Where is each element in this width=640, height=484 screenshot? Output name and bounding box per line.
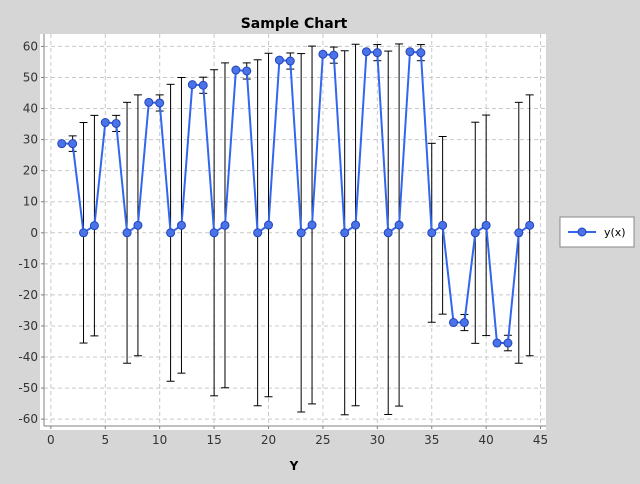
y-tick-label: 20	[23, 164, 38, 178]
data-point	[68, 139, 78, 149]
data-point	[405, 47, 415, 57]
axes: -60 -50 -40 -30 -20 -10 0 10 20 30 40 50 60 0 5 10 15 20 2…	[18, 34, 548, 447]
y-tick-label: 10	[23, 195, 38, 209]
data-point	[449, 318, 459, 328]
data-point	[329, 50, 339, 60]
data-point	[253, 228, 263, 238]
x-tick-label: 5	[101, 433, 109, 447]
data-point	[166, 228, 176, 238]
y-tick-label: 0	[30, 226, 38, 240]
data-point	[198, 80, 208, 90]
x-tick-label: 30	[370, 433, 385, 447]
data-point	[144, 97, 154, 107]
data-point	[361, 47, 371, 57]
data-point	[459, 318, 469, 328]
legend-swatch-marker	[577, 227, 587, 237]
x-tick-label: 15	[206, 433, 221, 447]
data-point	[122, 228, 132, 238]
data-point	[394, 220, 404, 230]
data-point	[209, 228, 219, 238]
data-point	[372, 48, 382, 58]
data-point	[79, 228, 89, 238]
data-point	[155, 98, 165, 108]
data-point	[264, 220, 274, 230]
legend: y(x)	[559, 216, 635, 248]
data-point	[514, 228, 524, 238]
data-point	[133, 220, 143, 230]
y-tick-label: -60	[18, 412, 38, 426]
y-tick-label: -10	[18, 257, 38, 271]
x-tick-label: 35	[424, 433, 439, 447]
data-point	[470, 228, 480, 238]
y-tick-label: 60	[23, 39, 38, 53]
data-point	[187, 80, 197, 90]
x-tick-label: 20	[261, 433, 276, 447]
data-point	[242, 66, 252, 76]
data-point	[503, 338, 513, 348]
data-point	[220, 220, 230, 230]
data-point	[318, 49, 328, 59]
x-axis-label: Y	[289, 459, 299, 473]
legend-label: y(x)	[604, 226, 626, 239]
data-point	[525, 220, 535, 230]
data-point	[438, 220, 448, 230]
y-tick-label: 40	[23, 102, 38, 116]
x-tick-label: 0	[47, 433, 55, 447]
data-point	[427, 228, 437, 238]
data-point	[57, 139, 67, 149]
series-line	[61, 50, 531, 344]
y-tick-label: -30	[18, 319, 38, 333]
y-tick-label: -20	[18, 288, 38, 302]
data-point	[351, 220, 361, 230]
y-tick-label: 30	[23, 133, 38, 147]
x-tick-label: 45	[533, 433, 548, 447]
data-point	[481, 220, 491, 230]
y-tick-label: 50	[23, 70, 38, 84]
y-tick-label: -40	[18, 350, 38, 364]
x-tick-label: 10	[152, 433, 167, 447]
data-point	[340, 228, 350, 238]
chart-title: Sample Chart	[241, 16, 348, 32]
data-point	[100, 118, 110, 128]
series-y-x	[57, 47, 535, 348]
data-point	[89, 221, 99, 231]
x-tick-label: 40	[479, 433, 494, 447]
data-point	[416, 48, 426, 58]
data-point	[307, 220, 317, 230]
data-point	[111, 118, 121, 128]
y-tick-label: -50	[18, 381, 38, 395]
data-point	[274, 55, 284, 65]
data-point	[231, 65, 241, 75]
data-point	[383, 228, 393, 238]
data-point	[285, 56, 295, 66]
data-point	[176, 220, 186, 230]
data-point	[296, 228, 306, 238]
data-point	[492, 338, 502, 348]
x-tick-label: 25	[315, 433, 330, 447]
